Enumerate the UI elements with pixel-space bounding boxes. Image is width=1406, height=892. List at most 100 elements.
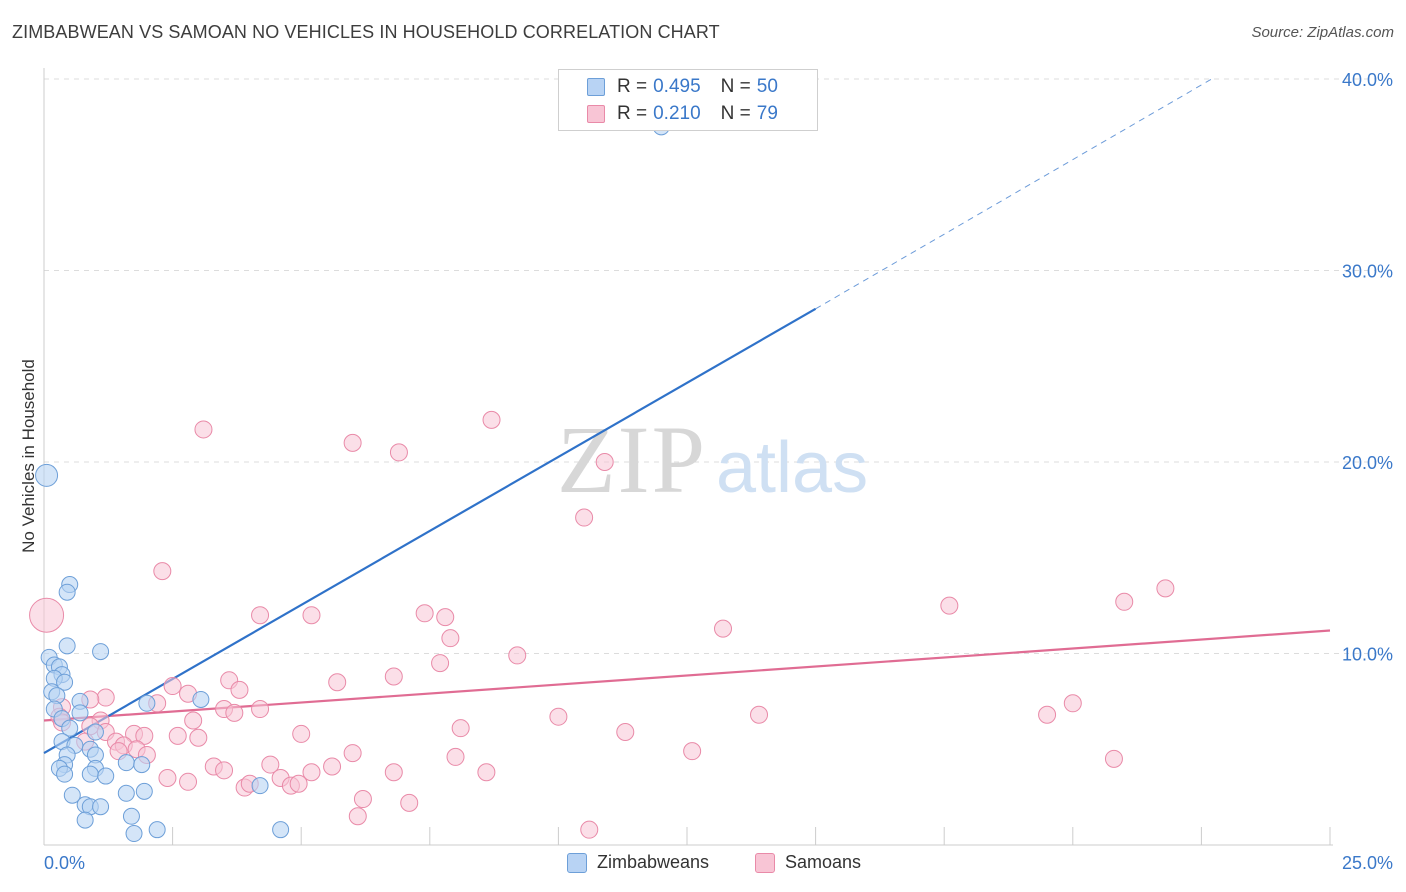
samoans-point: [194, 420, 213, 439]
samoans-point: [343, 433, 362, 452]
samoans-point: [750, 705, 769, 724]
samoans-point: [189, 728, 208, 747]
samoans-point: [1115, 592, 1134, 611]
samoans-point: [400, 793, 419, 812]
samoans-point: [348, 807, 367, 826]
zimbabweans-point: [122, 807, 140, 825]
y-tick-label: 10.0%: [1342, 645, 1393, 665]
zimbabweans-point: [117, 754, 135, 772]
y-axis-label: No Vehicles in Household: [19, 359, 38, 553]
zimbabweans-point: [56, 673, 74, 691]
samoans-point: [251, 606, 270, 625]
zimbabweans-point: [148, 821, 166, 839]
legend-r-label: R =: [617, 76, 648, 97]
zimbabweans-point: [35, 463, 59, 487]
samoans-point: [508, 646, 527, 665]
zimbabweans-point: [71, 704, 89, 722]
samoans-point: [384, 763, 403, 782]
correlation-legend: R = 0.495 N = 50 R = 0.210 N = 79: [558, 69, 818, 131]
zimbabweans-point: [117, 784, 135, 802]
series-swatch-blue: [567, 852, 587, 873]
samoans-point: [168, 726, 187, 745]
y-tick-label: 40.0%: [1342, 70, 1393, 90]
legend-n-label: N =: [720, 76, 751, 97]
tick-labels: 10.0% 20.0% 30.0% 40.0% 0.0% 25.0%: [44, 70, 1393, 873]
samoans-point: [135, 726, 154, 745]
zimbabweans-point: [138, 694, 156, 712]
zimbabweans-point: [56, 765, 74, 783]
samoans-point: [616, 723, 635, 742]
samoans-point: [1104, 749, 1123, 768]
zimbabweans-point: [251, 777, 269, 795]
series-label: Samoans: [785, 852, 862, 872]
zimbabweans-point: [81, 765, 99, 783]
samoans-point: [328, 673, 347, 692]
legend-r-value: 0.495: [653, 76, 701, 97]
samoans-point: [158, 768, 177, 787]
samoans-point: [353, 790, 372, 809]
watermark: ZIP atlas: [557, 406, 868, 513]
chart-title: ZIMBABWEAN VS SAMOAN NO VEHICLES IN HOUS…: [12, 22, 720, 42]
samoans-point: [1156, 579, 1175, 598]
zimbabweans-point: [61, 719, 79, 737]
samoans-point: [96, 688, 115, 707]
samoans-point: [477, 763, 496, 782]
samoans-point: [436, 608, 455, 627]
samoans-point: [163, 677, 182, 696]
zimbabweans-trend-line: [43, 307, 817, 755]
samoans-point: [289, 774, 308, 793]
samoans-point: [230, 680, 249, 699]
samoans-point: [343, 744, 362, 763]
zimbabweans-trend-extension: [815, 78, 1212, 310]
zimbabweans-point: [86, 723, 104, 741]
legend-r-value: 0.210: [653, 103, 701, 124]
samoans-point: [323, 757, 342, 776]
samoans-point: [549, 707, 568, 726]
samoans-point: [184, 711, 203, 730]
legend-row-samoans: R = 0.210 N = 79: [587, 102, 778, 126]
series-label: Zimbabweans: [597, 852, 710, 872]
zimbabweans-point: [125, 825, 143, 843]
zimbabweans-point: [192, 690, 210, 708]
samoans-point: [153, 562, 172, 581]
samoans-point: [1038, 705, 1057, 724]
samoans-point: [251, 700, 270, 719]
zimbabweans-point: [58, 637, 76, 655]
series-legend-samoans[interactable]: Samoans: [755, 852, 861, 873]
samoans-point: [431, 654, 450, 673]
samoans-point: [595, 453, 614, 471]
legend-n-value: 79: [756, 103, 778, 124]
samoans-point: [389, 443, 408, 462]
samoans-point: [482, 410, 501, 429]
samoans-point: [215, 761, 234, 780]
watermark-atlas: atlas: [716, 428, 868, 508]
x-tick-label: 0.0%: [44, 853, 85, 873]
samoans-point: [225, 703, 244, 722]
series-legend-zimbabweans[interactable]: Zimbabweans: [567, 852, 709, 873]
samoans-point: [179, 772, 198, 791]
samoans-point: [446, 747, 465, 766]
zimbabweans-point: [92, 643, 110, 661]
y-tick-label: 20.0%: [1342, 453, 1393, 473]
samoans-point: [580, 820, 599, 839]
zimbabweans-point: [133, 756, 151, 774]
samoans-point: [683, 742, 702, 761]
legend-swatch-blue: [587, 78, 605, 96]
zimbabweans-point: [272, 821, 290, 839]
legend-r-label: R =: [617, 103, 648, 124]
zimbabweans-point: [58, 583, 76, 601]
watermark-zip: ZIP: [557, 406, 707, 513]
samoans-point: [29, 597, 65, 633]
samoans-point: [940, 596, 959, 615]
y-tick-label: 30.0%: [1342, 262, 1393, 282]
zimbabweans-point: [76, 811, 94, 829]
samoans-point: [575, 508, 594, 527]
legend-n-value: 50: [756, 76, 778, 97]
samoans-point: [441, 629, 460, 648]
legend-row-zimbabweans: R = 0.495 N = 50: [587, 75, 778, 99]
samoans-point: [261, 755, 280, 774]
samoans-point: [415, 604, 434, 623]
zimbabweans-point: [97, 767, 115, 785]
samoans-point: [451, 719, 470, 738]
